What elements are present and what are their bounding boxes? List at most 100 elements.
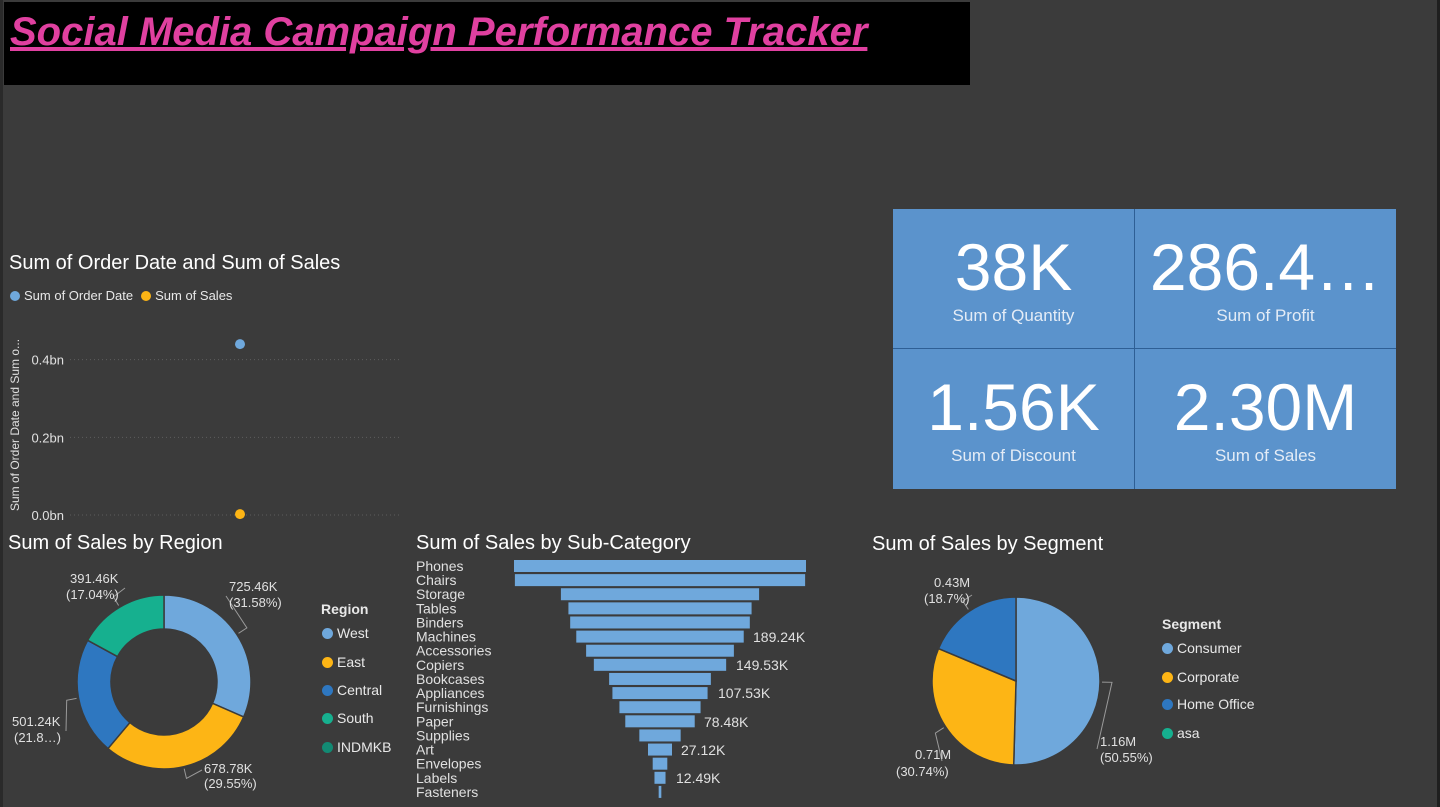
segment-pie-slice[interactable]	[1012, 596, 1101, 766]
subcat-data-label-appliances: 107.53K	[718, 685, 771, 701]
scatter-y-tick-label: 0.2bn	[31, 430, 64, 445]
kpi-card-profit[interactable]: 286.4… Sum of Profit	[1135, 209, 1396, 348]
legend-label: INDMKB	[337, 739, 392, 755]
legend-label: asa	[1177, 725, 1200, 741]
region-label-east-pct: (29.55%)	[204, 776, 257, 791]
segment-legend-item-asa[interactable]: asa	[1162, 725, 1200, 741]
segment-chart-title: Sum of Sales by Segment	[872, 533, 1104, 555]
kpi-value: 1.56K	[927, 370, 1100, 444]
subcat-funnel-bar[interactable]	[639, 729, 681, 742]
region-chart-title: Sum of Sales by Region	[8, 532, 223, 554]
region-donut-slice[interactable]	[163, 594, 252, 718]
legend-label-sales[interactable]: Sum of Sales	[155, 288, 233, 303]
subcat-funnel-bar[interactable]	[648, 743, 672, 756]
subcat-category-label: Tables	[416, 600, 456, 616]
region-legend-item-east[interactable]: East	[322, 654, 365, 670]
segment-label-corporate-pct: (30.74%)	[896, 764, 949, 779]
kpi-card-sales[interactable]: 2.30M Sum of Sales	[1135, 349, 1396, 489]
subcat-funnel-bar[interactable]	[514, 560, 806, 572]
segment-label-homeoffice-pct: (18.7%)	[924, 591, 970, 606]
kpi-label: Sum of Discount	[951, 446, 1076, 465]
scatter-point[interactable]	[235, 509, 245, 520]
segment-legend-item-consumer[interactable]: Consumer	[1162, 640, 1242, 656]
subcat-funnel-bar[interactable]	[514, 574, 806, 587]
legend-label: Home Office	[1177, 696, 1255, 712]
segment-pie-chart[interactable]: 1.16M (50.55%) 0.71M (30.74%) 0.43M (18.…	[880, 565, 1160, 805]
region-legend-item-indmkb[interactable]: INDMKB	[322, 739, 391, 755]
region-leader-line	[65, 697, 77, 732]
region-label-central-pct: (21.8…)	[14, 730, 61, 745]
subcat-category-label: Bookcases	[416, 671, 484, 687]
region-donut-slice[interactable]	[86, 594, 165, 658]
legend-label-order-date[interactable]: Sum of Order Date	[24, 288, 134, 303]
legend-dot-order-date	[10, 290, 20, 301]
legend-label: Central	[337, 682, 383, 698]
page-title: Social Media Campaign Performance Tracke…	[10, 10, 868, 54]
subcat-data-label-machines: 189.24K	[753, 629, 806, 645]
segment-pie-slice[interactable]	[937, 596, 1017, 683]
region-legend-item-south[interactable]: South	[322, 710, 374, 726]
subcat-funnel-bar[interactable]	[593, 658, 727, 671]
segment-legend-item-corporate[interactable]: Corporate	[1162, 669, 1239, 685]
title-banner: Social Media Campaign Performance Tracke…	[4, 2, 970, 85]
legend-dot	[322, 741, 333, 753]
region-label-south-pct: (17.04%)	[66, 587, 119, 602]
subcat-category-label: Binders	[416, 614, 463, 630]
kpi-label: Sum of Quantity	[952, 305, 1075, 325]
kpi-card-quantity[interactable]: 38K Sum of Quantity	[893, 209, 1134, 348]
subcat-funnel-bar[interactable]	[560, 588, 760, 601]
legend-label: South	[337, 710, 374, 726]
legend-dot	[1162, 727, 1173, 739]
segment-label-consumer-value: 1.16M	[1100, 734, 1136, 749]
subcat-funnel-bar[interactable]	[568, 602, 752, 615]
subcat-data-label-paper: 78.48K	[704, 714, 749, 730]
kpi-card-discount[interactable]: 1.56K Sum of Discount	[893, 349, 1134, 489]
kpi-value: 2.30M	[1173, 370, 1358, 444]
subcat-funnel-bar[interactable]	[576, 630, 744, 643]
subcat-funnel-bar[interactable]	[625, 715, 695, 728]
scatter-chart-title: Sum of Order Date and Sum of Sales	[9, 252, 341, 274]
region-donut-slice[interactable]	[76, 639, 131, 750]
region-donut-slice[interactable]	[106, 702, 245, 770]
legend-dot-sales	[141, 290, 152, 301]
region-legend-item-central[interactable]: Central	[322, 682, 382, 698]
segment-pie-slice[interactable]	[931, 647, 1017, 766]
subcat-funnel-bar[interactable]	[654, 771, 666, 784]
subcat-category-label: Envelopes	[416, 756, 481, 772]
subcat-funnel-bar[interactable]	[652, 757, 668, 770]
subcat-funnel-bar[interactable]	[612, 687, 708, 700]
legend-label: Consumer	[1177, 640, 1242, 656]
kpi-card-grid: 38K Sum of Quantity 286.4… Sum of Profit…	[893, 209, 1396, 489]
region-legend-title: Region	[321, 601, 369, 617]
subcat-category-label: Art	[416, 742, 434, 758]
legend-label: East	[337, 654, 366, 670]
subcat-chart-title: Sum of Sales by Sub-Category	[416, 532, 691, 554]
subcat-category-label: Phones	[416, 558, 463, 574]
segment-leader-line	[962, 594, 973, 610]
right-frame-border	[1437, 0, 1440, 807]
subcat-funnel-bar[interactable]	[609, 672, 711, 685]
subcat-category-label: Supplies	[416, 727, 470, 743]
region-label-east-value: 678.78K	[204, 761, 253, 776]
scatter-y-tick-label: 0.0bn	[31, 508, 64, 523]
region-legend-item-west[interactable]: West	[322, 625, 369, 641]
subcat-category-label: Accessories	[416, 643, 491, 659]
subcat-funnel-bar[interactable]	[570, 616, 750, 629]
subcat-funnel-bar[interactable]	[658, 785, 662, 798]
scatter-chart[interactable]: Sum of Order Date and Sum o... 0.0bn 0.2b…	[0, 315, 410, 527]
region-leader-line	[112, 587, 126, 606]
subcat-funnel-bar[interactable]	[619, 701, 701, 714]
legend-dot	[1162, 698, 1173, 710]
kpi-label: Sum of Sales	[1214, 446, 1317, 465]
region-donut-chart[interactable]: 725.46K (31.58%) 678.78K (29.55%) 501.24…	[0, 560, 300, 805]
legend-dot	[322, 656, 333, 668]
subcat-category-label: Fasteners	[416, 784, 478, 800]
subcat-funnel-chart[interactable]: PhonesChairsStorageTablesBindersMachines…	[410, 558, 870, 805]
scatter-point[interactable]	[235, 339, 245, 350]
subcat-data-label-copiers: 149.53K	[736, 657, 789, 673]
subcat-funnel-bar[interactable]	[586, 644, 734, 657]
segment-legend-item-homeoffice[interactable]: Home Office	[1162, 696, 1255, 712]
subcat-category-label: Copiers	[416, 657, 464, 673]
kpi-value: 286.4…	[1149, 229, 1382, 304]
segment-label-consumer-pct: (50.55%)	[1100, 750, 1153, 765]
